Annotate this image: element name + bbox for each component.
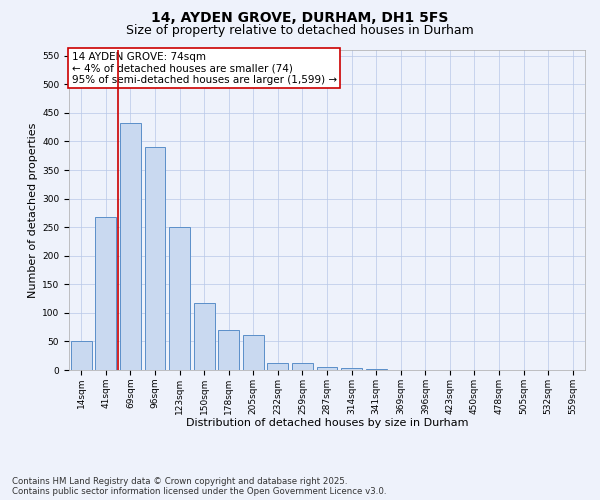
- Text: 14 AYDEN GROVE: 74sqm
← 4% of detached houses are smaller (74)
95% of semi-detac: 14 AYDEN GROVE: 74sqm ← 4% of detached h…: [71, 52, 337, 85]
- Bar: [145, 147, 166, 370]
- Text: 14, AYDEN GROVE, DURHAM, DH1 5FS: 14, AYDEN GROVE, DURHAM, DH1 5FS: [151, 12, 449, 26]
- Bar: [243, 335, 264, 370]
- Bar: [169, 227, 190, 370]
- Bar: [71, 341, 92, 370]
- Bar: [120, 123, 141, 370]
- Bar: [317, 366, 337, 370]
- Bar: [218, 330, 239, 370]
- Text: Size of property relative to detached houses in Durham: Size of property relative to detached ho…: [126, 24, 474, 37]
- Bar: [268, 362, 289, 370]
- Bar: [95, 218, 116, 370]
- X-axis label: Distribution of detached houses by size in Durham: Distribution of detached houses by size …: [186, 418, 468, 428]
- Text: Contains HM Land Registry data © Crown copyright and database right 2025.
Contai: Contains HM Land Registry data © Crown c…: [12, 476, 386, 496]
- Bar: [292, 362, 313, 370]
- Y-axis label: Number of detached properties: Number of detached properties: [28, 122, 38, 298]
- Bar: [341, 368, 362, 370]
- Bar: [194, 303, 215, 370]
